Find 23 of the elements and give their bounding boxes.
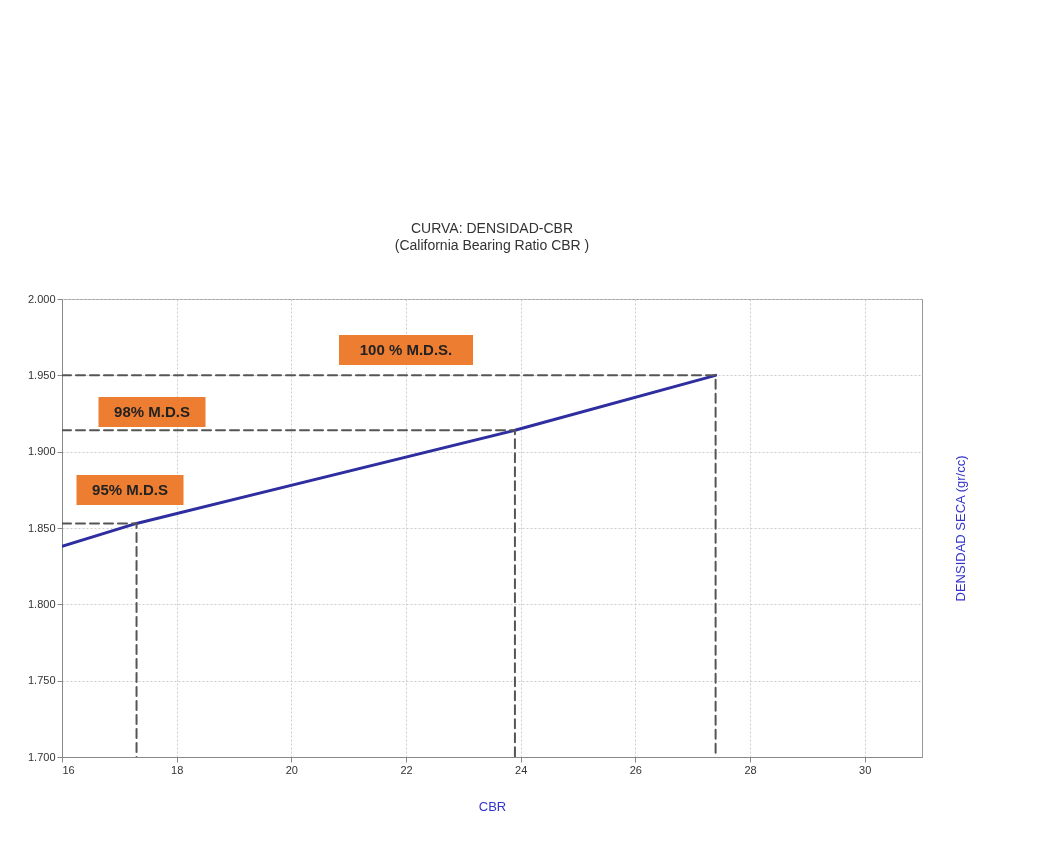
annotation: 100 % M.D.S. bbox=[359, 341, 453, 358]
x-tick-label: 28 bbox=[744, 763, 757, 776]
y-tick-label: 2.000 bbox=[27, 292, 56, 305]
annotation: 95% M.D.S bbox=[92, 481, 168, 498]
x-tick-label: 24 bbox=[515, 763, 528, 776]
y-tick-label: 1.700 bbox=[27, 750, 56, 763]
y-tick-label: 1.750 bbox=[27, 674, 56, 687]
x-tick-label: 26 bbox=[629, 763, 642, 776]
y-tick-label: 1.950 bbox=[27, 368, 56, 381]
chart-subtitle: (California Bearing Ratio CBR ) bbox=[394, 237, 590, 253]
x-tick-label: 22 bbox=[400, 763, 413, 776]
x-tick-label: 16 bbox=[62, 763, 75, 776]
y-tick-label: 1.850 bbox=[27, 521, 56, 534]
y-tick-label: 1.800 bbox=[27, 597, 56, 610]
x-tick-label: 20 bbox=[285, 763, 298, 776]
y-tick-label: 1.900 bbox=[27, 445, 56, 458]
y-axis-title: DENSIDAD SECA (gr/cc) bbox=[952, 455, 968, 602]
chart-title: CURVA: DENSIDAD-CBR bbox=[410, 220, 574, 236]
line-series bbox=[62, 373, 718, 548]
x-tick-label: 30 bbox=[859, 763, 872, 776]
annotation: 98% M.D.S bbox=[114, 403, 190, 420]
x-axis-title: CBR bbox=[478, 798, 507, 814]
x-tick-label: 18 bbox=[171, 763, 184, 776]
